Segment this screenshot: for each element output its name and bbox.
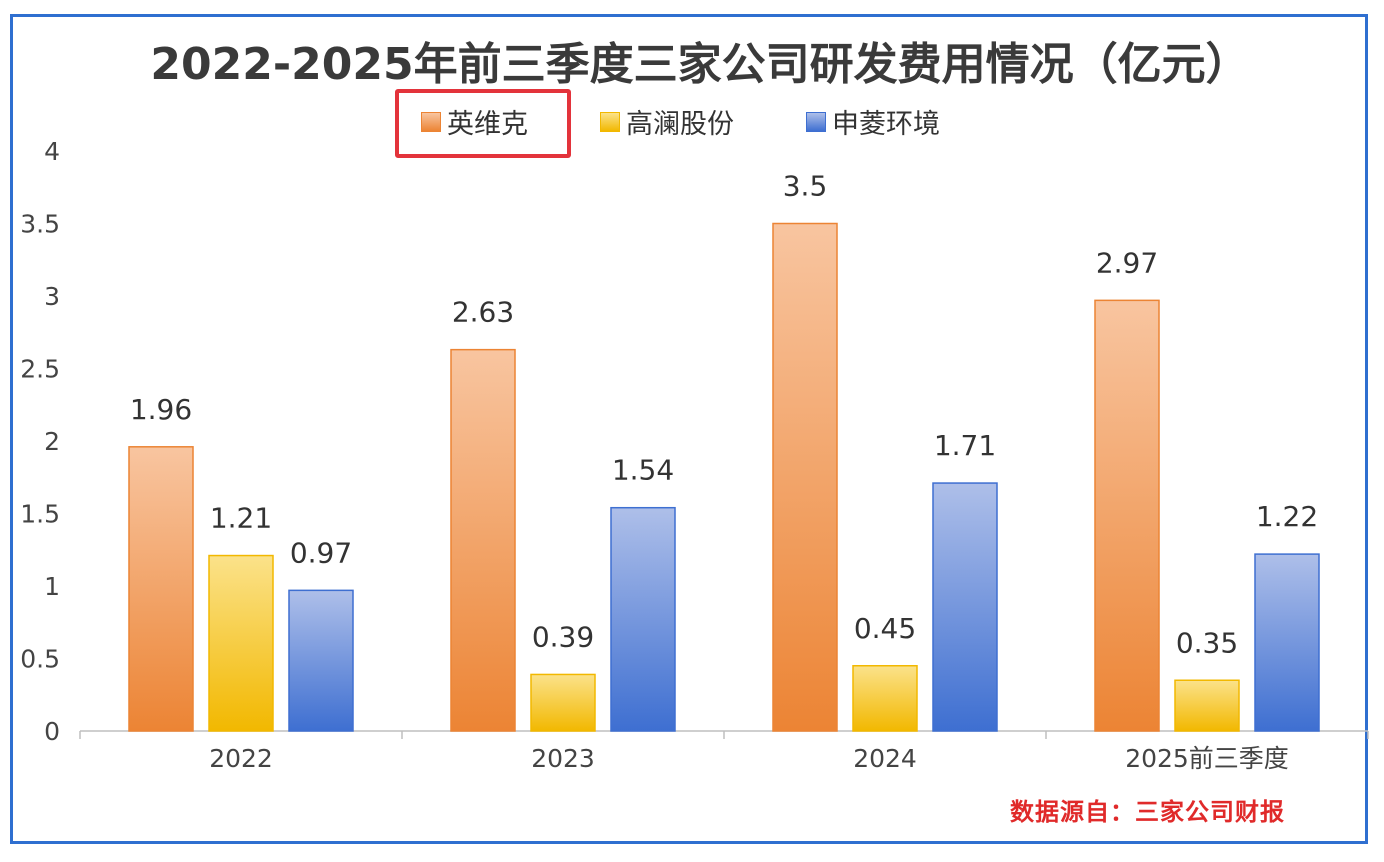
data-label: 1.54 — [612, 454, 674, 487]
y-tick-label: 4 — [44, 137, 60, 166]
y-tick-label: 2.5 — [20, 355, 60, 384]
y-tick-label: 1.5 — [20, 500, 60, 529]
bar-series-1 — [128, 446, 194, 732]
bar-series-2 — [208, 554, 274, 732]
y-tick-label: 1 — [44, 572, 60, 601]
legend-item-series-3: 申菱环境 — [806, 102, 940, 141]
legend-swatch-series-2 — [600, 111, 620, 132]
chart-legend: 英维克 高澜股份 申菱环境 — [0, 102, 1384, 142]
y-tick-label: 0 — [44, 717, 60, 746]
y-tick-label: 2 — [44, 427, 60, 456]
chart-title: 2022-2025年前三季度三家公司研发费用情况（亿元） — [150, 39, 1250, 90]
bar-series-1 — [1094, 299, 1160, 732]
bar-series-1 — [450, 348, 516, 732]
data-label: 1.22 — [1256, 500, 1318, 533]
bar-series-3 — [1254, 553, 1320, 732]
data-label: 0.45 — [854, 612, 916, 645]
x-tick-label: 2025前三季度 — [1125, 744, 1289, 773]
bar-series-2 — [852, 665, 918, 732]
y-axis: 0 0.5 1 1.5 2 2.5 3 3.5 4 — [20, 137, 60, 746]
data-label: 0.35 — [1176, 626, 1238, 659]
legend-item-series-1: 英维克 — [421, 102, 528, 141]
data-labels-group: 1.96 1.21 0.97 2.63 0.39 1.54 3.5 0.45 1.71 2.97 0… — [130, 170, 1318, 660]
data-label: 1.96 — [130, 393, 192, 426]
legend-swatch-series-1 — [421, 111, 441, 132]
legend-label-series-2: 高澜股份 — [626, 109, 734, 140]
source-note: 数据源自：三家公司财报 — [1010, 798, 1285, 826]
bar-series-2 — [530, 673, 596, 732]
data-label: 1.71 — [934, 429, 996, 462]
legend-item-series-2: 高澜股份 — [600, 102, 734, 141]
data-label: 1.21 — [210, 502, 272, 535]
y-tick-label: 0.5 — [20, 645, 60, 674]
y-tick-label: 3.5 — [20, 210, 60, 239]
legend-label-series-3: 申菱环境 — [832, 109, 940, 140]
data-label: 2.63 — [452, 296, 514, 329]
bar-series-3 — [610, 506, 676, 732]
legend-label-series-1: 英维克 — [447, 109, 528, 140]
data-label: 3.5 — [783, 170, 828, 203]
data-label: 0.97 — [290, 536, 352, 569]
legend-swatch-series-3 — [806, 111, 826, 132]
legend-highlight-box — [395, 89, 571, 158]
x-tick-label: 2022 — [209, 744, 273, 773]
data-label: 2.97 — [1096, 246, 1158, 279]
bar-series-1 — [772, 222, 838, 732]
bars-group — [128, 222, 1320, 732]
data-label: 0.39 — [532, 620, 594, 653]
x-tick-label: 2024 — [853, 744, 917, 773]
bar-series-3 — [932, 482, 998, 732]
bar-series-3 — [288, 589, 354, 732]
x-axis: 2022 2023 2024 2025前三季度 — [79, 730, 1369, 773]
y-tick-label: 3 — [44, 282, 60, 311]
bar-series-2 — [1174, 679, 1240, 732]
x-tick-label: 2023 — [531, 744, 595, 773]
